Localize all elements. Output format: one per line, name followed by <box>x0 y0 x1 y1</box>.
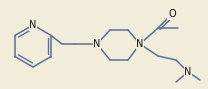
Text: N: N <box>184 67 192 77</box>
Text: N: N <box>136 39 144 49</box>
Text: N: N <box>29 20 37 30</box>
Text: O: O <box>168 9 176 19</box>
Text: N: N <box>93 39 101 49</box>
